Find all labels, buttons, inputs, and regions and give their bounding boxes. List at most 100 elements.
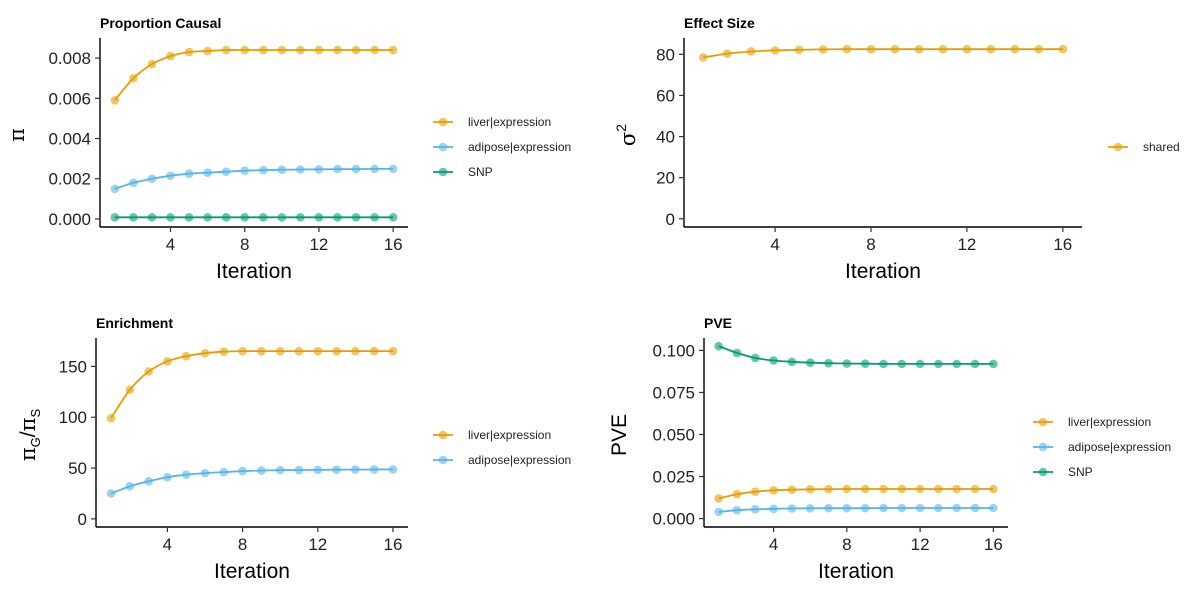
data-point — [970, 503, 980, 513]
data-point — [125, 482, 135, 491]
data-point — [314, 213, 324, 222]
data-point — [332, 346, 341, 356]
y-tick-label: 0.075 — [652, 383, 695, 402]
data-point — [294, 465, 304, 475]
data-point — [313, 346, 323, 356]
data-point — [787, 504, 797, 513]
data-point — [860, 503, 870, 513]
x-tick-label: 8 — [238, 535, 247, 554]
data-point — [769, 356, 778, 365]
data-point — [296, 165, 305, 174]
data-point — [962, 44, 972, 54]
data-point — [1034, 44, 1044, 54]
data-point — [934, 359, 943, 369]
data-point — [258, 45, 268, 55]
legend-label: liver|expression — [468, 428, 551, 442]
legend-item: SNP — [433, 165, 493, 179]
data-point — [106, 413, 116, 423]
y-tick-label: 40 — [656, 128, 675, 147]
data-point — [314, 164, 324, 174]
data-point — [184, 213, 194, 222]
data-point — [351, 213, 361, 222]
data-point — [722, 49, 732, 59]
data-point — [805, 358, 815, 367]
y-tick-label: 0.050 — [652, 426, 695, 445]
data-point — [915, 359, 925, 369]
data-point — [370, 45, 379, 55]
y-tick-label: 0.006 — [48, 89, 91, 108]
data-point — [296, 45, 305, 55]
y-tick-label: 100 — [59, 408, 87, 427]
series-line-adipose-expression — [114, 167, 394, 190]
y-axis-title: σ2 — [613, 124, 640, 146]
data-point — [240, 166, 250, 175]
x-tick-label: 8 — [866, 235, 875, 254]
data-point — [163, 357, 172, 366]
data-point — [879, 359, 888, 369]
legend-key-point — [438, 167, 448, 177]
data-point — [129, 213, 138, 222]
y-tick-label: 0.008 — [48, 49, 91, 68]
data-point — [750, 487, 760, 496]
panel-title: Enrichment — [96, 315, 173, 331]
data-point — [842, 503, 852, 513]
data-point — [258, 213, 268, 222]
data-point — [952, 484, 962, 494]
data-point — [769, 486, 778, 495]
data-point — [824, 358, 833, 368]
x-axis-title: Iteration — [818, 560, 894, 583]
y-tick-label: 0.000 — [652, 510, 695, 529]
x-tick-label: 12 — [911, 535, 930, 554]
data-point — [388, 213, 398, 222]
legend-key-point — [438, 455, 448, 465]
data-point — [934, 484, 943, 494]
panel-title: PVE — [704, 315, 732, 331]
data-point — [915, 484, 925, 494]
data-point — [203, 46, 212, 56]
y-axis-title: πG/πS — [16, 409, 43, 462]
data-point — [277, 165, 287, 174]
data-point — [890, 44, 900, 54]
data-point — [952, 503, 962, 513]
legend-label: SNP — [1068, 465, 1093, 479]
y-tick-label: 80 — [656, 45, 675, 64]
data-point — [732, 348, 742, 358]
data-point — [221, 167, 231, 177]
data-point — [915, 503, 925, 513]
data-point — [163, 472, 172, 482]
y-tick-label: 60 — [656, 86, 675, 105]
x-tick-label: 4 — [769, 535, 778, 554]
data-point — [970, 484, 980, 494]
data-point — [388, 465, 398, 474]
data-point — [787, 485, 797, 494]
legend-label: adipose|expression — [1068, 440, 1171, 454]
data-point — [989, 359, 998, 369]
data-point — [110, 96, 120, 105]
data-point — [333, 45, 342, 55]
data-point — [805, 504, 815, 513]
panel-3: PVE 0.000 0.025 0.050 0.075 0.100 4 8 12 16 Iterat… — [608, 315, 1171, 583]
data-point — [842, 359, 852, 368]
data-point — [166, 51, 175, 61]
data-point — [181, 470, 191, 479]
legend-label: shared — [1143, 140, 1180, 154]
x-tick-label: 8 — [240, 235, 249, 254]
data-point — [714, 494, 723, 503]
data-point — [144, 367, 153, 376]
panel-1: Effect Size 0 20 40 60 80 4 8 12 16 Iteration σ2 sha… — [613, 15, 1180, 283]
data-point — [333, 164, 342, 174]
legend-item: shared — [1108, 140, 1180, 154]
data-point — [879, 484, 888, 494]
data-point — [296, 213, 305, 222]
x-axis-title: Iteration — [214, 560, 290, 583]
data-point — [989, 484, 998, 494]
legend-item: adipose|expression — [1033, 440, 1171, 454]
data-point — [388, 346, 398, 356]
data-point — [110, 184, 120, 194]
y-tick-label: 0.004 — [48, 130, 91, 149]
y-tick-label: 0.025 — [652, 468, 695, 487]
data-point — [897, 484, 907, 494]
data-point — [110, 213, 120, 222]
data-point — [769, 504, 778, 514]
